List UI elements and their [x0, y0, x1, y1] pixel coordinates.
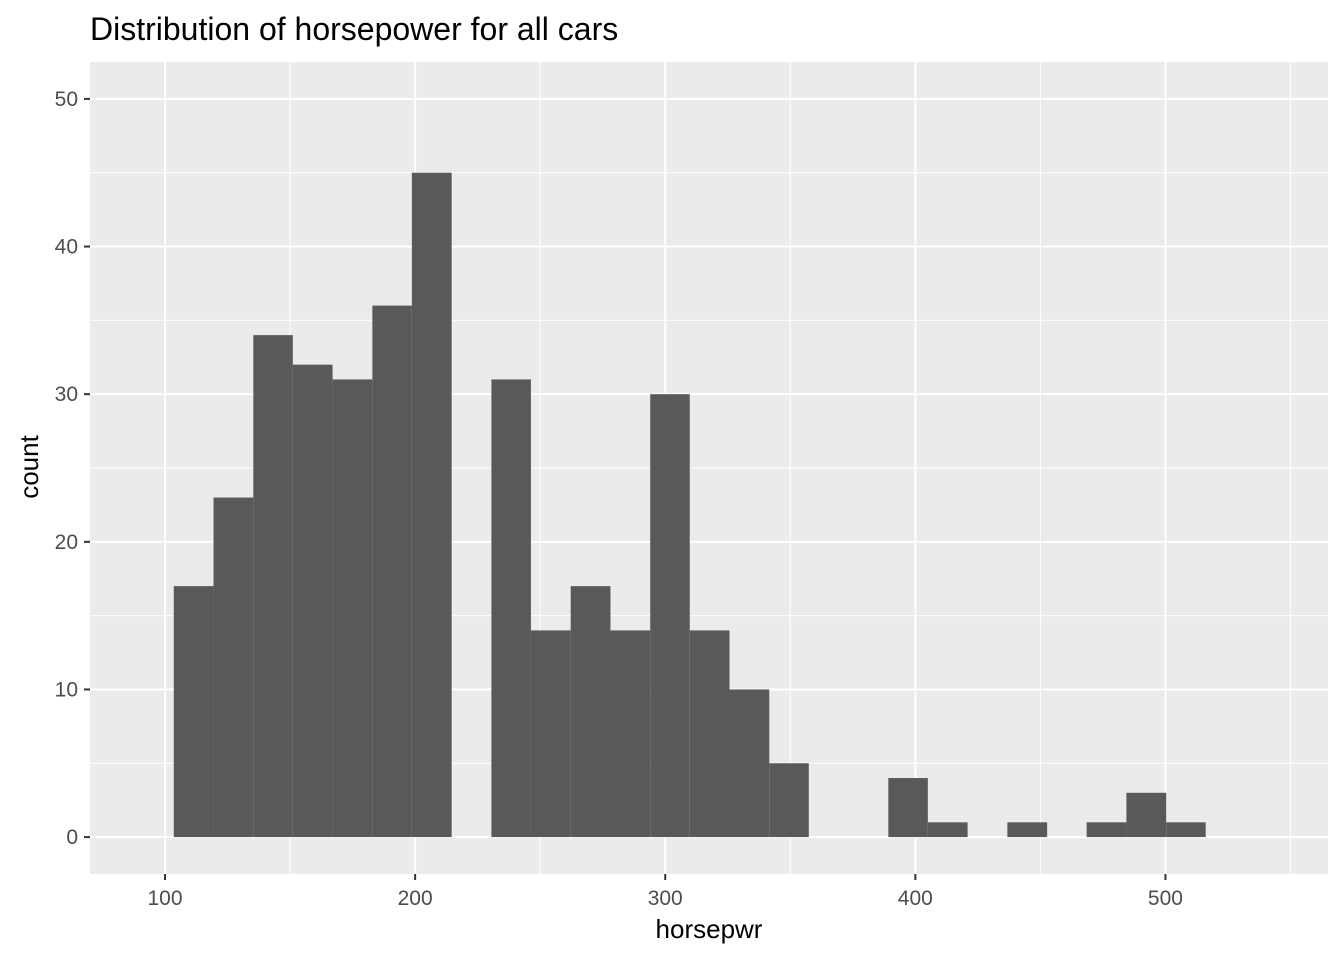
- histogram-bar: [1086, 822, 1127, 838]
- histogram-bar: [253, 335, 293, 838]
- x-tick-label: 100: [148, 887, 183, 910]
- y-tick-label: 50: [55, 88, 78, 111]
- y-tick-label: 30: [55, 383, 78, 406]
- histogram-bar: [769, 763, 809, 838]
- histogram-bar: [570, 586, 611, 838]
- x-tick-label: 500: [1148, 887, 1183, 910]
- histogram-bar: [1166, 822, 1206, 838]
- histogram-bar: [689, 630, 730, 838]
- histogram-bar: [372, 305, 412, 838]
- chart-title: Distribution of horsepower for all cars: [90, 11, 618, 47]
- histogram-bars: [173, 172, 1206, 838]
- x-axis: 100 200 300 400 500: [148, 874, 1183, 910]
- x-tick-label: 400: [898, 887, 933, 910]
- histogram-bar: [610, 630, 651, 838]
- histogram-bar: [491, 379, 531, 838]
- histogram-bar: [729, 689, 770, 838]
- y-axis-title: count: [14, 434, 44, 498]
- histogram-bar: [292, 364, 333, 838]
- x-tick-label: 300: [648, 887, 683, 910]
- x-tick-label: 200: [398, 887, 433, 910]
- histogram-bar: [888, 778, 928, 838]
- histogram-bar: [1126, 792, 1167, 838]
- y-axis: 0 10 20 30 40 50: [55, 88, 90, 849]
- histogram-bar: [1007, 822, 1048, 838]
- histogram-bar: [530, 630, 571, 838]
- x-axis-title: horsepwr: [656, 914, 763, 944]
- histogram-bar: [927, 822, 968, 838]
- histogram-bar: [173, 586, 214, 838]
- y-tick-label: 0: [66, 826, 78, 849]
- y-tick-label: 40: [55, 236, 78, 259]
- y-tick-label: 20: [55, 531, 78, 554]
- histogram-bar: [332, 379, 373, 838]
- histogram-bar: [650, 394, 690, 838]
- histogram-bar: [213, 497, 254, 838]
- y-tick-label: 10: [55, 678, 78, 701]
- histogram-bar: [411, 172, 452, 838]
